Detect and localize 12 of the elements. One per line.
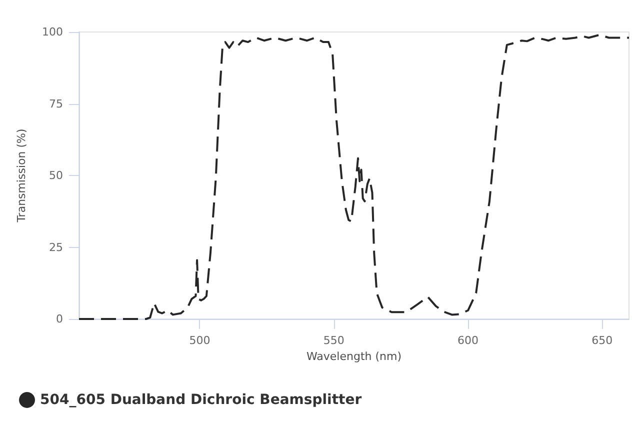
y-axis-title: Transmission (%) xyxy=(15,128,28,224)
y-tick-label: 25 xyxy=(49,240,63,254)
legend-label: 504_605 Dualband Dichroic Beamsplitter xyxy=(40,392,362,408)
y-tick-label: 100 xyxy=(42,26,63,38)
x-tick-label: 600 xyxy=(458,334,479,347)
x-axis-title: Wavelength (nm) xyxy=(306,350,402,363)
y-tick-label: 50 xyxy=(49,169,63,182)
y-tick-label: 0 xyxy=(56,312,63,326)
x-tick-label: 550 xyxy=(323,334,344,347)
x-tick-label: 500 xyxy=(189,334,210,347)
y-tick-label: 75 xyxy=(49,97,63,110)
x-tick-label: 650 xyxy=(592,334,613,347)
